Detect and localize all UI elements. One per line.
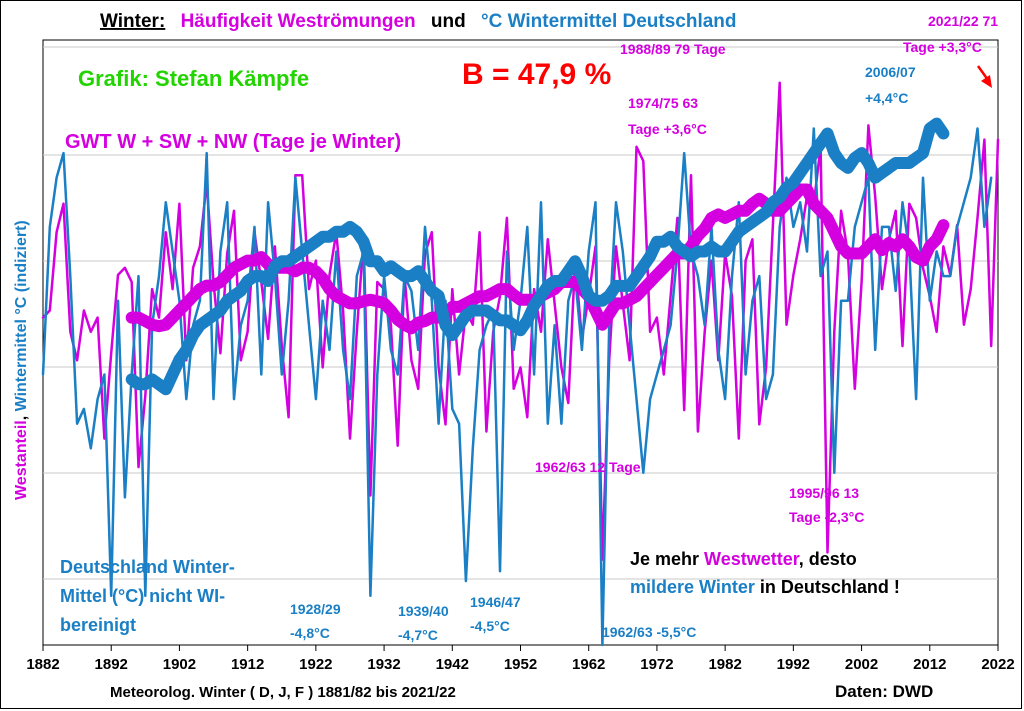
x-tick-label: 1972: [640, 656, 673, 673]
legend-temp-line1: Deutschland Winter-: [60, 557, 235, 577]
x-tick-label: 1992: [777, 656, 810, 673]
annotation-1988-89: 1988/89 79 Tage: [620, 41, 726, 57]
chart-title: Winter: Häufigkeit Weströmungen und °C W…: [100, 11, 737, 32]
statement-l1b: Westwetter: [704, 549, 800, 569]
x-tick-label: 2022: [981, 656, 1014, 673]
y-axis-label: Westanteil, Wintermittel °C (indiziert): [13, 220, 30, 500]
x-tick-label: 1932: [367, 656, 400, 673]
x-tick-label: 1962: [572, 656, 605, 673]
x-tick-label: 1902: [163, 656, 196, 673]
annotations: 2021/22 71 Tage +3,3°C 1988/89 79 Tage 1…: [290, 13, 1002, 643]
source-label: Daten: DWD: [835, 682, 933, 701]
statement-l2a: mildere Winter: [630, 577, 755, 597]
credit-label: Grafik: Stefan Kämpfe: [78, 66, 309, 91]
statement-l1a: Je mehr: [630, 549, 704, 569]
x-tick-label: 1942: [436, 656, 469, 673]
x-axis: 1882 1892 1902 1912 1922 1932 1942 1952 1962 1972…: [26, 645, 1015, 673]
y-axis-label-temp: Wintermittel °C (indiziert): [13, 220, 30, 411]
series-temp-smoothed: [125, 117, 950, 396]
annotation-2021-22: 2021/22 71 Tage +3,3°C: [903, 13, 1002, 55]
x-tick-label: 2002: [845, 656, 878, 673]
legend-temp-line3: bereinigt: [60, 615, 136, 635]
x-tick-label: 1892: [95, 656, 128, 673]
annotation-1939-40: 1939/40 -4,7°C: [398, 603, 453, 643]
statement-line2: mildere Winter in Deutschland !: [630, 577, 900, 597]
legend-temp-line2: Mittel (°C) nicht WI-: [60, 586, 225, 606]
title-prefix: Winter:: [100, 11, 165, 32]
annotation-1962-63-days: 1962/63 12 Tage: [535, 459, 641, 475]
title-part2: °C Wintermittel Deutschland: [481, 11, 737, 32]
x-axis-label: Meteorolog. Winter ( D, J, F ) 1881/82 b…: [110, 684, 456, 701]
annotation-1974-75: 1974/75 63 Tage +3,6°C: [628, 95, 707, 137]
x-tick-label: 1912: [231, 656, 264, 673]
title-mid: und: [431, 11, 466, 32]
y-axis-label-west: Westanteil: [13, 420, 30, 500]
arrow-icon: [976, 65, 992, 88]
legend-temp: Deutschland Winter- Mittel (°C) nicht WI…: [60, 557, 240, 635]
x-tick-label: 1922: [299, 656, 332, 673]
annotation-1928-29: 1928/29 -4,8°C: [290, 601, 345, 641]
y-axis-label-sep: ,: [13, 411, 30, 420]
statement-l1c: , desto: [799, 549, 857, 569]
series-lines: [41, 81, 1000, 647]
annotation-1946-47: 1946/47 -4,5°C: [470, 594, 525, 634]
annotation-2006-07: 2006/07 +4,4°C: [865, 64, 920, 106]
statement-line1: Je mehr Westwetter, desto: [630, 549, 857, 569]
x-tick-label: 1982: [708, 656, 741, 673]
series-label-west: GWT W + SW + NW (Tage je Winter): [65, 131, 401, 153]
x-tick-label: 2012: [913, 656, 946, 673]
annotation-1995-96: 1995/96 13 Tage -2,3°C: [789, 485, 864, 525]
x-tick-label: 1882: [26, 656, 59, 673]
statement-l2b: in Deutschland !: [755, 577, 900, 597]
correlation-label: B = 47,9 %: [462, 58, 611, 91]
x-tick-label: 1952: [504, 656, 537, 673]
title-part1: Häufigkeit Weströmungen: [181, 11, 416, 32]
annotation-1962-63-temp: 1962/63 -5,5°C: [602, 624, 696, 640]
